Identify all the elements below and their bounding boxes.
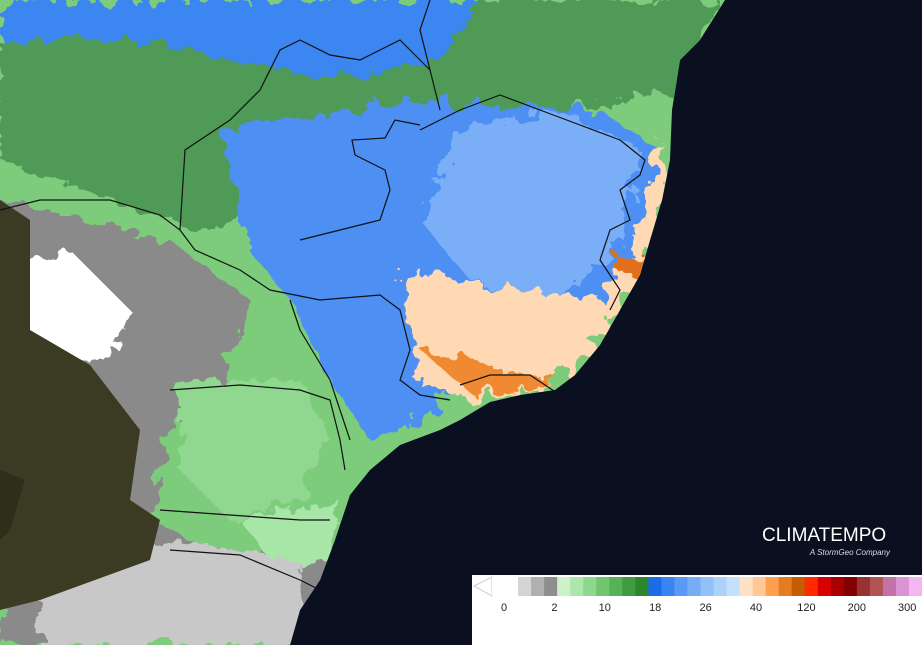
precip-field <box>0 0 720 645</box>
legend-swatch <box>791 577 806 596</box>
borders <box>0 0 646 591</box>
legend-swatch <box>726 577 741 596</box>
outside-area <box>0 470 25 540</box>
logo-subtitle: A StormGeo Company <box>809 548 891 557</box>
logo-title: CLIMATEMPO <box>762 525 886 546</box>
legend-swatch <box>531 577 545 596</box>
legend-tick-label: 40 <box>750 602 762 614</box>
legend-swatch <box>843 577 858 596</box>
legend-swatch <box>596 577 610 596</box>
legend-swatch <box>817 577 832 596</box>
legend-swatch <box>869 577 884 596</box>
legend-swatch <box>739 577 754 596</box>
legend-swatch <box>622 577 636 596</box>
legend-tick-label: 18 <box>649 602 661 614</box>
legend-tick-label: 0 <box>501 602 507 614</box>
legend-swatch <box>882 577 897 596</box>
legend-tick-label: 300 <box>898 602 916 614</box>
legend-swatch <box>752 577 767 596</box>
legend-swatch <box>778 577 793 596</box>
legend-swatch <box>674 577 688 596</box>
legend-tick-label: 2 <box>551 602 557 614</box>
legend-tick-label: 10 <box>599 602 611 614</box>
legend-swatch <box>518 577 532 596</box>
legend-tick-label: 120 <box>797 602 815 614</box>
logo: CLIMATEMPO A StormGeo Company <box>762 525 891 557</box>
legend-swatch <box>505 577 519 596</box>
legend-swatch <box>648 577 662 596</box>
legend-swatch <box>544 577 558 596</box>
legend-swatch <box>856 577 871 596</box>
legend-swatch <box>765 577 780 596</box>
legend-swatch <box>492 577 506 596</box>
legend: 0 2 10 18 26 40 120 200 300 <box>472 575 922 645</box>
legend-swatch <box>830 577 845 596</box>
legend-swatch <box>687 577 701 596</box>
legend-swatch <box>700 577 715 596</box>
legend-swatch <box>895 577 910 596</box>
legend-swatch <box>583 577 597 596</box>
legend-swatch <box>713 577 728 596</box>
legend-swatch <box>804 577 819 596</box>
legend-swatch <box>609 577 623 596</box>
legend-swatch <box>570 577 584 596</box>
legend-tick-label: 200 <box>848 602 866 614</box>
outside-area <box>0 200 160 610</box>
legend-swatch <box>635 577 649 596</box>
legend-swatch <box>557 577 571 596</box>
legend-tick-label: 26 <box>699 602 711 614</box>
legend-swatch <box>908 577 922 596</box>
legend-swatch <box>661 577 675 596</box>
